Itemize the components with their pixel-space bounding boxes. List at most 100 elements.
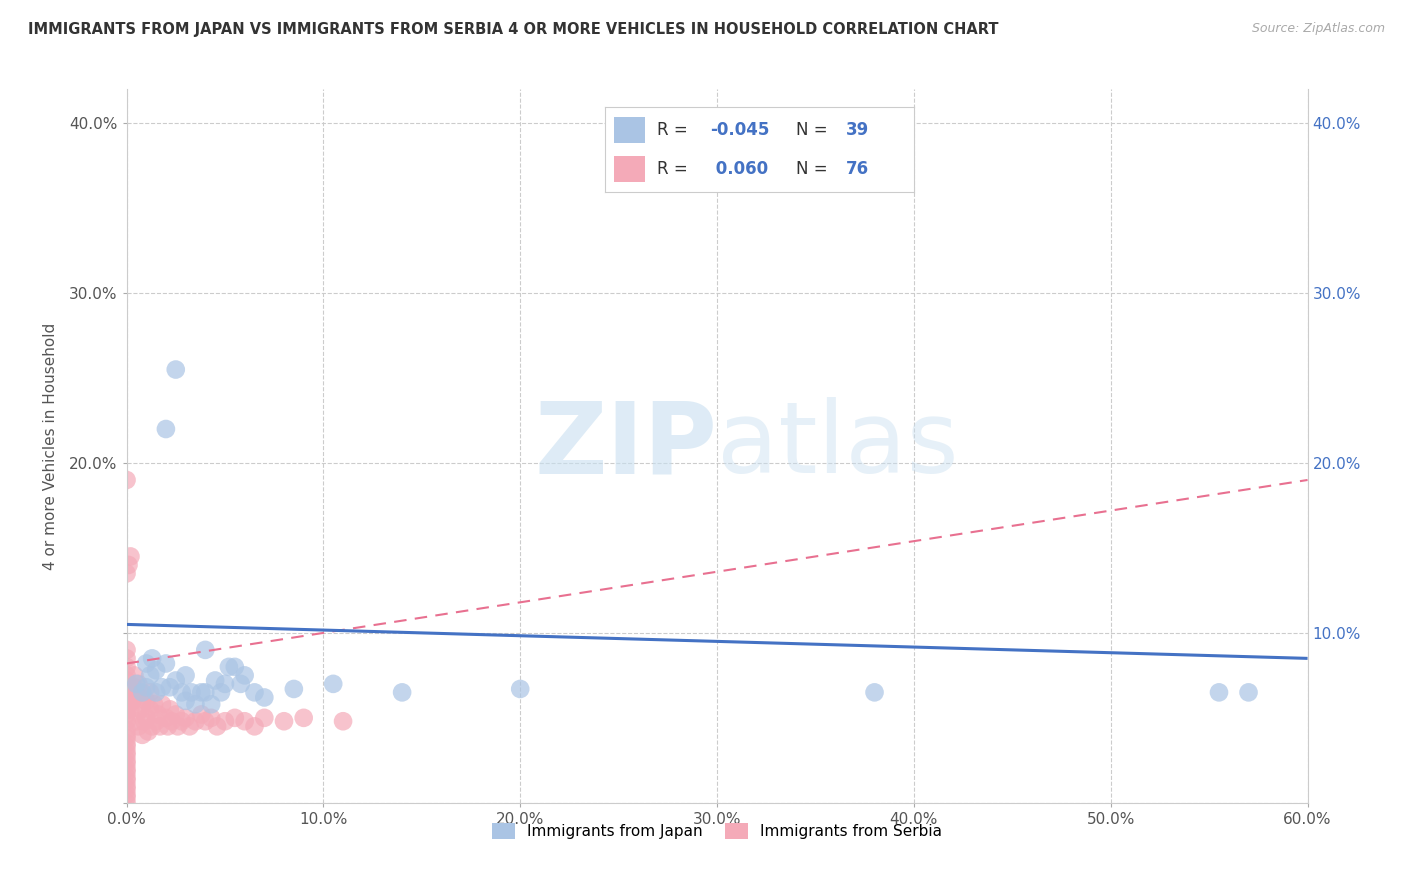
Point [253,711,276,725]
Point [141,719,163,733]
Point [139,668,162,682]
Text: N =: N = [796,160,834,178]
Point [322,677,344,691]
Point [200,711,222,725]
Point [194,685,217,699]
Point [135,711,157,725]
Point [184,698,207,712]
Point [115,765,138,780]
Point [125,677,148,691]
Point [150,698,173,712]
Point [115,739,138,754]
Y-axis label: 4 or more Vehicles in Household: 4 or more Vehicles in Household [44,322,58,570]
Point [200,698,222,712]
Point [332,714,354,729]
Point [179,719,201,733]
Point [135,694,157,708]
Point [131,685,153,699]
Point [120,549,142,564]
Point [143,698,166,712]
Point [224,660,246,674]
Point [149,719,172,733]
Text: R =: R = [657,160,693,178]
Point [135,680,157,694]
Point [253,690,276,705]
Point [243,719,266,733]
Point [233,714,256,729]
Point [115,723,138,737]
Point [115,707,138,722]
Text: R =: R = [657,121,693,139]
Point [209,685,232,699]
Text: 0.060: 0.060 [710,160,768,178]
Point [121,694,143,708]
Point [214,677,236,691]
Point [509,681,531,696]
Point [155,711,177,725]
Point [165,362,187,376]
Point [156,719,179,733]
Point [115,660,138,674]
Point [184,714,207,729]
Point [159,702,181,716]
Point [115,698,138,712]
Point [115,779,138,793]
Point [127,677,149,691]
Point [224,711,246,725]
Point [117,558,139,572]
Point [170,685,193,699]
Point [115,745,138,759]
Point [115,473,138,487]
Point [1208,685,1230,699]
Point [125,714,148,729]
Point [205,719,228,733]
Point [115,668,138,682]
Point [115,685,138,699]
Point [115,748,138,763]
Point [283,681,305,696]
Text: 39: 39 [846,121,869,139]
Point [190,685,212,699]
Point [115,790,138,805]
Point [159,680,181,694]
Point [136,724,159,739]
Point [145,685,167,699]
Point [115,651,138,665]
Point [115,756,138,771]
Point [115,796,138,810]
Point [141,651,163,665]
Point [194,643,217,657]
Point [125,685,148,699]
Point [190,707,212,722]
Text: Source: ZipAtlas.com: Source: ZipAtlas.com [1251,22,1385,36]
Point [115,762,138,776]
Point [214,714,236,729]
Point [233,668,256,682]
Point [127,719,149,733]
Point [243,685,266,699]
Text: IMMIGRANTS FROM JAPAN VS IMMIGRANTS FROM SERBIA 4 OR MORE VEHICLES IN HOUSEHOLD : IMMIGRANTS FROM JAPAN VS IMMIGRANTS FROM… [28,22,998,37]
Point [139,702,162,716]
Point [135,657,157,671]
Point [131,698,153,712]
Point [145,663,167,677]
Point [115,566,138,581]
Point [218,660,240,674]
Point [391,685,413,699]
Legend: Immigrants from Japan, Immigrants from Serbia: Immigrants from Japan, Immigrants from S… [485,817,949,845]
Point [115,643,138,657]
Point [166,719,188,733]
Point [115,731,138,746]
Point [115,753,138,767]
Point [155,422,177,436]
Point [292,711,315,725]
Text: N =: N = [796,121,834,139]
Text: ZIP: ZIP [534,398,717,494]
Point [165,707,187,722]
Point [150,680,173,694]
Point [115,728,138,742]
Point [129,702,152,716]
Point [124,668,146,682]
Point [139,685,162,699]
Point [120,702,142,716]
